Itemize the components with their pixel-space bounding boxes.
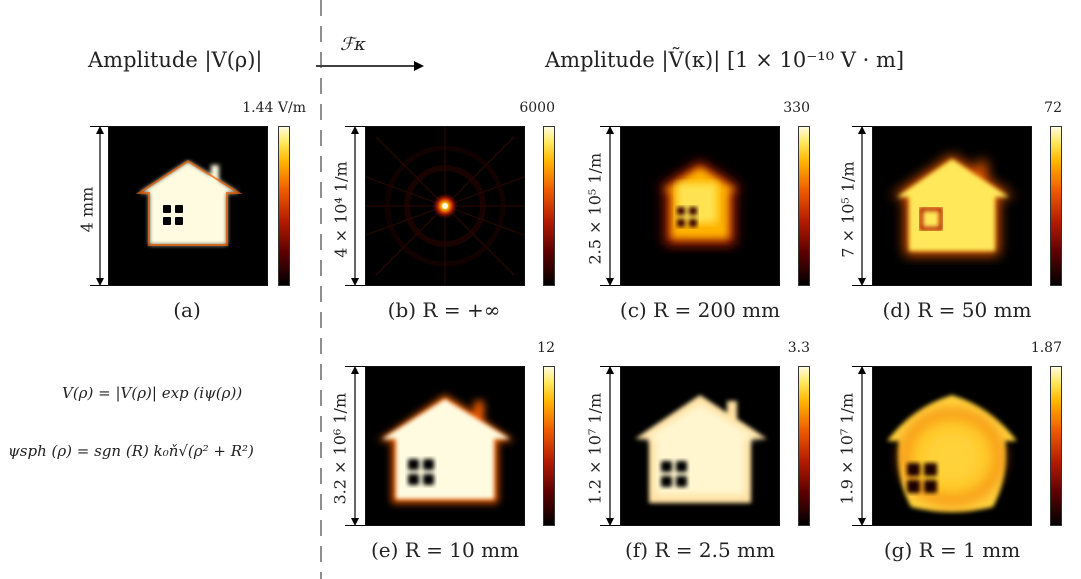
equation-phase: ψsph (ρ) = sgn (R) k₀ň√(ρ² + R²)	[8, 442, 254, 460]
scale-arrow	[345, 126, 365, 286]
panel-b: 4 × 10⁴ 1/m 6000 (b) R = +∞	[332, 100, 575, 322]
image-panel	[872, 366, 1032, 526]
colorbar	[543, 126, 555, 286]
house-icon	[887, 395, 1017, 512]
cbar-max-label: 330	[783, 100, 810, 116]
cbar-max-label: 3.3	[787, 340, 810, 356]
dashed-divider	[320, 0, 322, 579]
scale-arrow	[345, 366, 365, 526]
scale-arrow	[852, 366, 872, 526]
caption: (c) R = 200 mm	[619, 298, 781, 322]
colorbar	[278, 126, 290, 286]
image-panel	[108, 126, 268, 286]
house-icon	[378, 395, 514, 503]
fourier-arrow: ℱκ	[314, 34, 424, 80]
image-panel	[620, 126, 780, 286]
caption: (b) R = +∞	[387, 298, 501, 322]
fourier-label: ℱκ	[340, 34, 366, 55]
cbar-max-label: 6000	[519, 100, 555, 116]
colorbar	[1050, 126, 1062, 286]
right-header: Amplitude |Ṽ(κ)| [1 × 10⁻¹⁰ V · m]	[545, 48, 905, 72]
equation-field: V(ρ) = |V(ρ)| exp (iψ(ρ))	[62, 384, 243, 402]
house-icon	[635, 395, 767, 503]
scale-arrow	[600, 126, 620, 286]
left-header: Amplitude |V(ρ)|	[88, 48, 263, 72]
caption: (d) R = 50 mm	[882, 298, 1032, 322]
diffraction-pattern	[366, 127, 524, 285]
colorbar	[798, 366, 810, 526]
image-panel	[365, 126, 525, 286]
house-icon	[891, 155, 1015, 255]
cbar-max-label: 72	[1044, 100, 1062, 116]
caption: (e) R = 10 mm	[370, 538, 520, 562]
panel-f: 1.2 × 10⁷ 1/m 3.3 (f) R = 2.5 mm	[586, 340, 830, 572]
image-panel	[620, 366, 780, 526]
scale-arrow	[600, 366, 620, 526]
panel-g: 1.9 × 10⁷ 1/m 1.87 (g) R = 1 mm	[838, 340, 1081, 572]
colorbar	[798, 126, 810, 286]
right-arrow-icon	[316, 61, 424, 71]
scale-arrow	[90, 126, 110, 286]
image-panel	[365, 366, 525, 526]
caption: (a)	[173, 298, 201, 322]
caption: (g) R = 1 mm	[883, 538, 1021, 562]
cbar-max-label: 1.87	[1030, 340, 1062, 356]
colorbar	[543, 366, 555, 526]
caption: (f) R = 2.5 mm	[625, 538, 775, 562]
scale-arrow	[852, 126, 872, 286]
panel-d: 7 × 10⁵ 1/m 72 (d) R = 50 mm	[839, 100, 1081, 322]
image-panel	[872, 126, 1032, 286]
house-icon	[657, 161, 743, 245]
panel-a: 4 mm 1.44 V/m (a)	[78, 100, 328, 322]
panel-c: 2.5 × 10⁵ 1/m 330 (c) R = 200 mm	[586, 100, 830, 322]
cbar-max-label: 1.44 V/m	[242, 100, 306, 116]
panel-e: 3.2 × 10⁶ 1/m 12 (e) R = 10 mm	[331, 340, 575, 572]
colorbar	[1050, 366, 1062, 526]
cbar-max-label: 12	[537, 340, 555, 356]
house-icon	[135, 159, 243, 246]
